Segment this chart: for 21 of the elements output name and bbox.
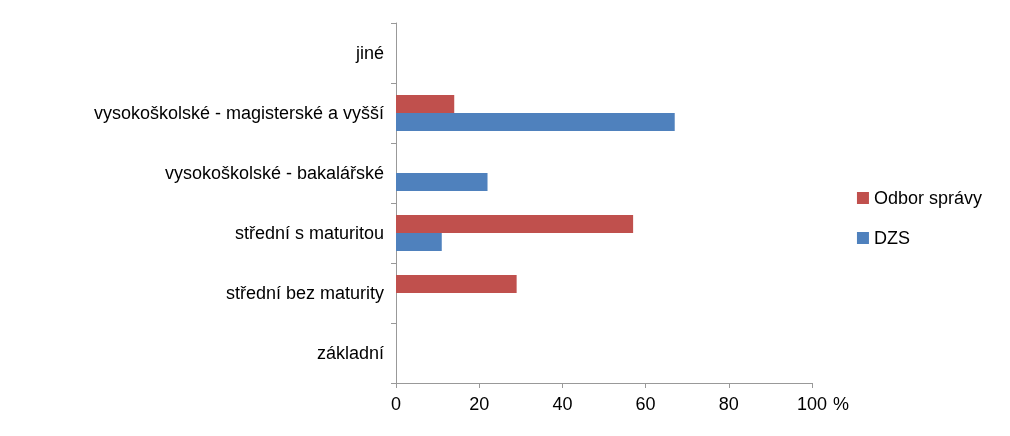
y-tick-label: jiné — [354, 43, 384, 63]
bar — [396, 215, 634, 233]
bar — [396, 233, 442, 251]
x-tick-label: 20 — [469, 394, 490, 414]
x-tick-label: 40 — [552, 394, 573, 414]
x-tick-label: 100 — [796, 394, 828, 414]
y-tick-label: střední s maturitou — [234, 223, 384, 243]
legend-label: Odbor správy — [873, 188, 982, 208]
y-tick-label: střední bez maturity — [225, 283, 384, 303]
x-tick-label: 60 — [635, 394, 656, 414]
legend-label: DZS — [873, 228, 910, 248]
x-tick-label: 80 — [718, 394, 739, 414]
bar — [396, 113, 675, 131]
y-tick-label: vysokoškolské - magisterské a vyšší — [93, 103, 384, 123]
x-axis-title: % — [832, 394, 849, 414]
x-tick-label: 0 — [390, 394, 402, 414]
bar — [396, 173, 488, 191]
y-tick-label: vysokoškolské - bakalářské — [164, 163, 384, 183]
y-tick-label: základní — [316, 343, 384, 363]
bar — [396, 95, 455, 113]
bar — [396, 275, 517, 293]
